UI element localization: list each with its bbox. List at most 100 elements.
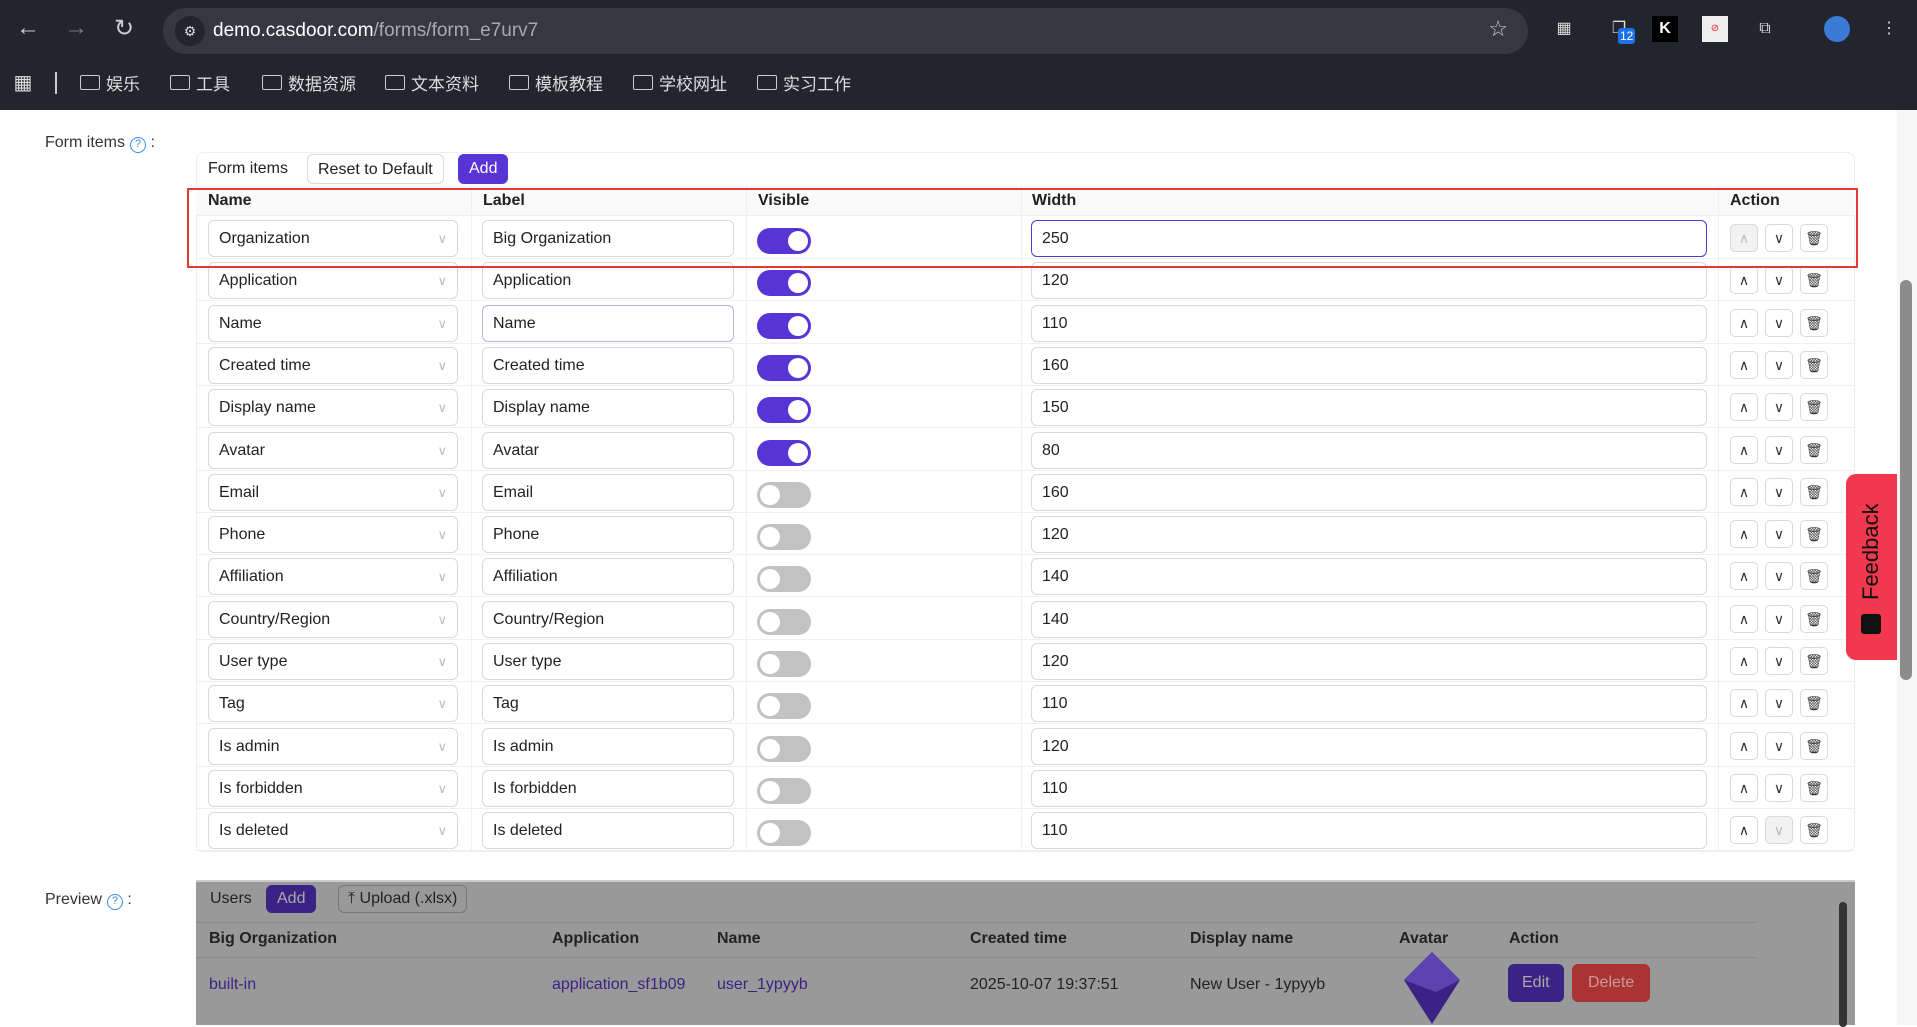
- move-up-button[interactable]: ∧: [1730, 350, 1758, 379]
- move-up-button[interactable]: ∧: [1730, 224, 1758, 252]
- visible-toggle[interactable]: [757, 524, 811, 551]
- width-input[interactable]: 120: [1031, 516, 1707, 554]
- visible-toggle[interactable]: [757, 397, 811, 424]
- site-info-icon[interactable]: ⚙: [175, 16, 205, 46]
- name-select[interactable]: Is forbidden ∨: [208, 769, 458, 807]
- move-down-button[interactable]: ∨: [1765, 477, 1793, 506]
- name-select[interactable]: Is deleted ∨: [208, 812, 458, 850]
- page-scrollbar[interactable]: [1897, 110, 1917, 1025]
- bookmark-folder[interactable]: 学校网址: [633, 70, 727, 95]
- delete-icon[interactable]: 🗑: [1800, 647, 1828, 675]
- feedback-button[interactable]: Feedback: [1846, 474, 1897, 660]
- delete-icon[interactable]: 🗑: [1800, 266, 1828, 295]
- visible-toggle[interactable]: [757, 777, 811, 804]
- width-input[interactable]: 160: [1031, 346, 1707, 384]
- name-select[interactable]: Name ∨: [208, 304, 458, 342]
- help-icon[interactable]: ?: [130, 137, 146, 153]
- name-select[interactable]: Avatar ∨: [208, 431, 458, 469]
- label-input[interactable]: Name: [482, 304, 734, 342]
- name-select[interactable]: Display name ∨: [208, 389, 458, 427]
- delete-icon[interactable]: 🗑: [1800, 350, 1828, 379]
- visible-toggle[interactable]: [757, 481, 811, 508]
- label-input[interactable]: User type: [482, 643, 734, 680]
- preview-col-created-time[interactable]: Created time: [970, 930, 1067, 947]
- name-select[interactable]: Application ∨: [208, 262, 458, 300]
- visible-toggle[interactable]: [757, 608, 811, 635]
- width-input[interactable]: 110: [1031, 812, 1707, 850]
- label-input[interactable]: Email: [482, 473, 734, 511]
- move-down-button[interactable]: ∨: [1765, 266, 1793, 295]
- address-bar[interactable]: ⚙ demo.casdoor.com/forms/form_e7urv7 ☆: [163, 8, 1528, 54]
- delete-icon[interactable]: 🗑: [1800, 224, 1828, 252]
- move-up-button[interactable]: ∧: [1730, 689, 1758, 718]
- name-select[interactable]: Is admin ∨: [208, 727, 458, 765]
- width-input[interactable]: 120: [1031, 643, 1707, 680]
- label-input[interactable]: Avatar: [482, 431, 734, 469]
- visible-toggle[interactable]: [757, 735, 811, 762]
- upload-button[interactable]: ⤒ Upload (.xlsx): [338, 885, 468, 913]
- reload-icon[interactable]: ↻: [114, 15, 135, 42]
- width-input[interactable]: 150: [1031, 389, 1707, 427]
- move-down-button[interactable]: ∨: [1765, 393, 1793, 422]
- delete-icon[interactable]: 🗑: [1800, 308, 1828, 337]
- move-down-button[interactable]: ∨: [1765, 308, 1793, 337]
- user-link[interactable]: user_1ypyyb: [717, 976, 808, 993]
- label-input[interactable]: Big Organization: [482, 220, 734, 257]
- name-select[interactable]: Country/Region ∨: [208, 600, 458, 638]
- extension-icon[interactable]: ▦: [1556, 20, 1572, 37]
- preview-scrollbar[interactable]: [1839, 902, 1847, 1027]
- delete-icon[interactable]: 🗑: [1800, 393, 1828, 422]
- move-up-button[interactable]: ∧: [1730, 393, 1758, 422]
- move-down-button[interactable]: ∨: [1765, 689, 1793, 718]
- delete-icon[interactable]: 🗑: [1800, 435, 1828, 464]
- label-input[interactable]: Application: [482, 262, 734, 300]
- visible-toggle[interactable]: [757, 312, 811, 339]
- width-input[interactable]: 80: [1031, 431, 1707, 469]
- name-select[interactable]: Phone ∨: [208, 516, 458, 554]
- move-up-button[interactable]: ∧: [1730, 308, 1758, 337]
- move-down-button[interactable]: ∨: [1765, 604, 1793, 633]
- move-down-button[interactable]: ∨: [1765, 816, 1793, 845]
- visible-toggle[interactable]: [757, 693, 811, 720]
- label-input[interactable]: Tag: [482, 685, 734, 723]
- bookmark-folder[interactable]: 娱乐: [80, 70, 140, 95]
- preview-col-name[interactable]: Name: [717, 930, 761, 947]
- preview-add-button[interactable]: Add: [266, 885, 317, 913]
- visible-toggle[interactable]: [757, 439, 811, 466]
- label-input[interactable]: Country/Region: [482, 600, 734, 638]
- label-input[interactable]: Affiliation: [482, 558, 734, 596]
- delete-button[interactable]: Delete: [1572, 964, 1651, 1002]
- label-input[interactable]: Is admin: [482, 727, 734, 765]
- bookmark-star-icon[interactable]: ☆: [1488, 16, 1508, 41]
- label-input[interactable]: Created time: [482, 346, 734, 384]
- move-down-button[interactable]: ∨: [1765, 773, 1793, 802]
- label-input[interactable]: Is forbidden: [482, 769, 734, 807]
- move-up-button[interactable]: ∧: [1730, 731, 1758, 760]
- move-up-button[interactable]: ∧: [1730, 562, 1758, 591]
- url-block-extension-icon[interactable]: ⊘: [1702, 16, 1728, 42]
- visible-toggle[interactable]: [757, 354, 811, 381]
- move-down-button[interactable]: ∨: [1765, 562, 1793, 591]
- width-input[interactable]: 140: [1031, 600, 1707, 638]
- width-input[interactable]: 110: [1031, 685, 1707, 723]
- move-down-button[interactable]: ∨: [1765, 350, 1793, 379]
- k-extension-icon[interactable]: K: [1652, 16, 1678, 42]
- label-input[interactable]: Display name: [482, 389, 734, 427]
- move-up-button[interactable]: ∧: [1730, 816, 1758, 845]
- name-select[interactable]: Affiliation ∨: [208, 558, 458, 596]
- visible-toggle[interactable]: [757, 228, 811, 254]
- name-select[interactable]: Organization ∨: [208, 220, 458, 257]
- label-input[interactable]: Is deleted: [482, 812, 734, 850]
- add-button[interactable]: Add: [458, 154, 509, 184]
- bookmark-folder[interactable]: 模板教程: [509, 70, 603, 95]
- move-up-button[interactable]: ∧: [1730, 435, 1758, 464]
- edit-button[interactable]: Edit: [1508, 964, 1564, 1002]
- move-up-button[interactable]: ∧: [1730, 604, 1758, 633]
- tabs-extension-icon[interactable]: ❐12: [1606, 16, 1636, 44]
- application-link[interactable]: application_sf1b09: [552, 976, 686, 993]
- extensions-puzzle-icon[interactable]: ⧉: [1759, 20, 1771, 37]
- delete-icon[interactable]: 🗑: [1800, 562, 1828, 591]
- name-select[interactable]: Email ∨: [208, 473, 458, 511]
- delete-icon[interactable]: 🗑: [1800, 773, 1828, 802]
- delete-icon[interactable]: 🗑: [1800, 689, 1828, 718]
